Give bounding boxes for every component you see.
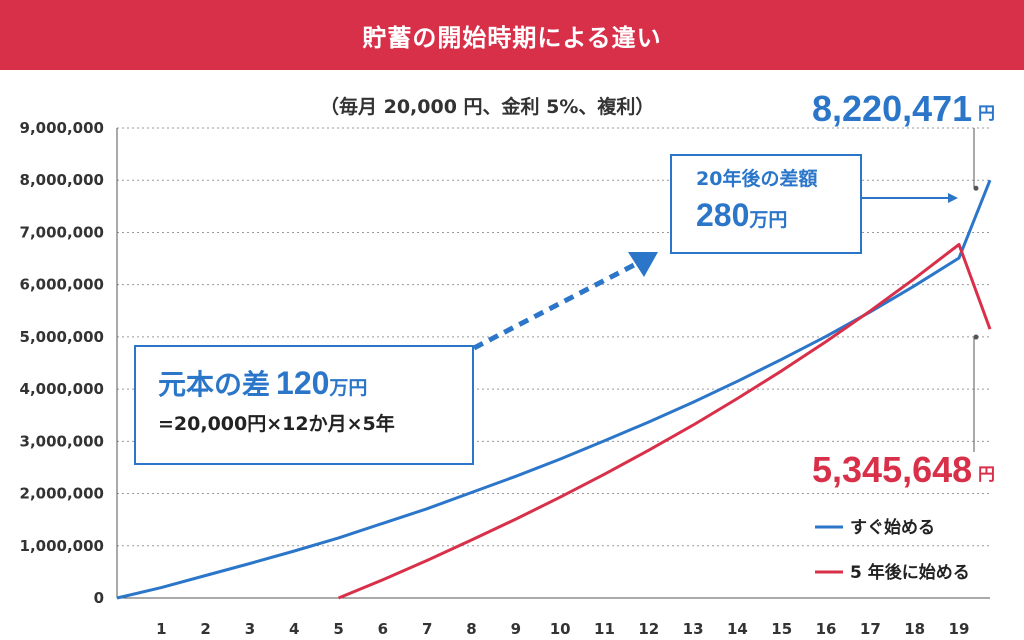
legend-label-delayed: 5 年後に始める <box>850 562 970 583</box>
x-tick-label: 3 <box>245 620 255 638</box>
annotation-layer: 8,220,471 円 5,345,648 円 <box>472 88 995 490</box>
x-tick-label: 2 <box>200 620 210 638</box>
y-tick-label: 8,000,000 <box>20 171 104 189</box>
bottom-value-unit: 円 <box>978 465 995 485</box>
x-tick-label: 9 <box>511 620 521 638</box>
y-tick-label: 3,000,000 <box>20 432 104 450</box>
x-tick-label: 1 <box>156 620 166 638</box>
chart-subtitle: （毎月 20,000 円、金利 5%、複利） <box>320 96 655 118</box>
y-tick-label: 5,000,000 <box>20 328 104 346</box>
x-tick-label: 19 <box>949 620 970 638</box>
series-layer <box>116 179 992 600</box>
difference-callout: 20年後の差額 280万円 <box>670 154 862 254</box>
diff-arrow-head <box>948 193 958 203</box>
y-tick-label: 0 <box>94 589 104 607</box>
x-tick-label: 6 <box>378 620 388 638</box>
series-endpoint-1 <box>973 334 979 340</box>
x-tick-label: 18 <box>904 620 925 638</box>
principal-value: 120 <box>276 365 330 401</box>
axis-layer: 0 1,000,000 2,000,000 3,000,000 4,000,000 5,0… <box>20 119 990 638</box>
x-tick-label: 12 <box>638 620 659 638</box>
difference-unit: 万円 <box>749 209 788 231</box>
x-tick-label: 11 <box>594 620 615 638</box>
x-tick-label: 5 <box>333 620 343 638</box>
dashed-arrow-head <box>628 252 658 277</box>
x-tick-label: 14 <box>727 620 748 638</box>
series-endpoint-0 <box>973 185 979 191</box>
difference-label: 20年後の差額 <box>696 168 818 190</box>
principal-label: 元本の差 <box>158 368 271 401</box>
x-tick-label: 17 <box>860 620 881 638</box>
y-tick-label: 7,000,000 <box>20 223 104 241</box>
difference-value: 280 <box>696 197 750 233</box>
x-tick-label: 16 <box>816 620 837 638</box>
y-tick-label: 1,000,000 <box>20 537 104 555</box>
principal-formula: =20,000円×12か月×5年 <box>158 413 395 435</box>
chart-title: 貯蓄の開始時期による違い <box>362 23 662 52</box>
series-line-1 <box>338 243 992 600</box>
x-tick-label: 15 <box>771 620 792 638</box>
x-tick-label: 4 <box>289 620 299 638</box>
x-tick-label: 8 <box>466 620 476 638</box>
top-value-label: 8,220,471 <box>812 88 972 129</box>
y-tick-label: 9,000,000 <box>20 119 104 137</box>
legend-label-immediate: すぐ始める <box>850 517 935 538</box>
dashed-arrow-line <box>472 261 638 351</box>
y-tick-label: 4,000,000 <box>20 380 104 398</box>
y-tick-label: 2,000,000 <box>20 485 104 503</box>
top-value-unit: 円 <box>978 104 995 124</box>
legend: すぐ始める 5 年後に始める <box>815 517 970 583</box>
principal-unit: 万円 <box>329 377 368 399</box>
x-tick-label: 7 <box>422 620 432 638</box>
y-tick-label: 6,000,000 <box>20 276 104 294</box>
principal-callout: 元本の差 120万円 =20,000円×12か月×5年 <box>134 345 474 465</box>
title-banner: 貯蓄の開始時期による違い <box>0 0 1024 70</box>
bottom-value-label: 5,345,648 <box>812 449 972 490</box>
x-tick-label: 10 <box>550 620 571 638</box>
x-tick-label: 13 <box>683 620 704 638</box>
